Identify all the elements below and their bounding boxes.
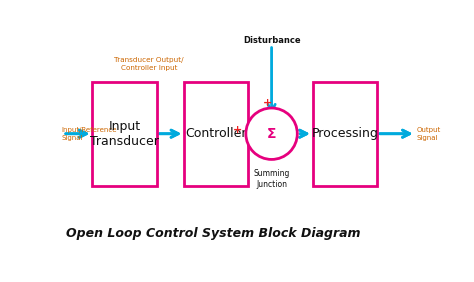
Text: Open Loop Control System Block Diagram: Open Loop Control System Block Diagram xyxy=(66,227,361,240)
FancyBboxPatch shape xyxy=(313,81,377,186)
FancyBboxPatch shape xyxy=(92,81,156,186)
Ellipse shape xyxy=(246,108,297,159)
Text: Processing: Processing xyxy=(311,127,378,140)
Text: Controller: Controller xyxy=(185,127,247,140)
Text: +: + xyxy=(233,125,242,135)
Text: Disturbance: Disturbance xyxy=(243,36,301,45)
Text: Input
Transducer: Input Transducer xyxy=(90,120,159,148)
FancyBboxPatch shape xyxy=(184,81,248,186)
Text: Transducer Output/
Controller Input: Transducer Output/ Controller Input xyxy=(114,57,184,71)
Text: Output
Signal: Output Signal xyxy=(416,127,440,141)
Text: Input/Reference
Signal: Input/Reference Signal xyxy=(61,127,117,141)
Text: Summing
Junction: Summing Junction xyxy=(254,169,290,190)
Text: Σ: Σ xyxy=(267,127,276,141)
Text: +: + xyxy=(263,98,273,107)
